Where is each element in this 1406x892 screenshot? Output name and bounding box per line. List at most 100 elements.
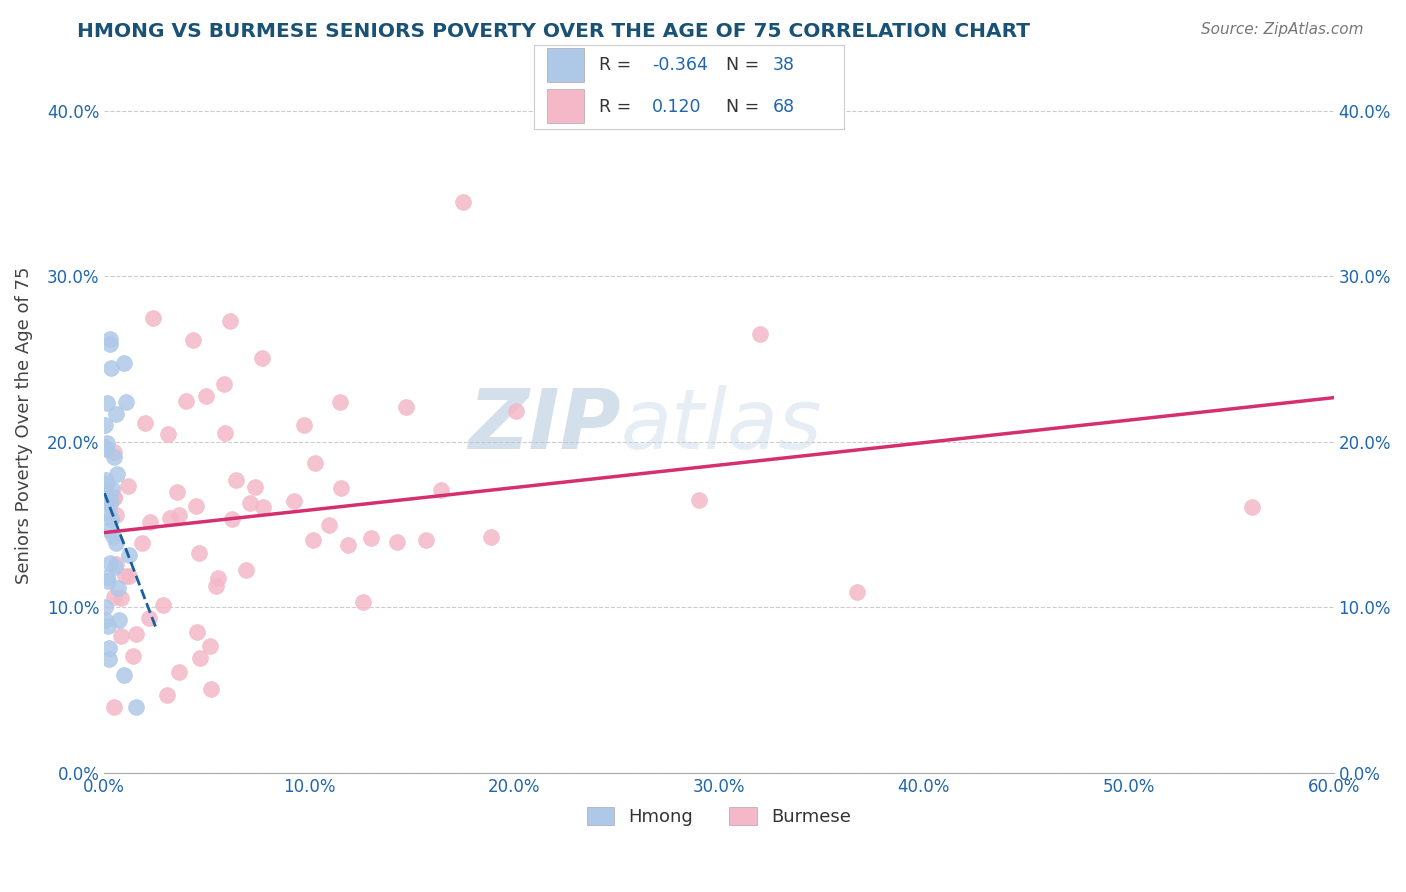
Point: [186, 499, 208, 513]
Point: [131, 536, 153, 550]
Point: [100, 360, 122, 375]
Point: [134, 417, 156, 431]
Text: Source: ZipAtlas.com: Source: ZipAtlas.com: [1201, 22, 1364, 37]
Point: [94, 613, 117, 627]
Point: [103, 445, 125, 459]
Point: [157, 426, 180, 441]
Point: [98, 497, 121, 511]
Text: HMONG VS BURMESE SENIORS POVERTY OVER THE AGE OF 75 CORRELATION CHART: HMONG VS BURMESE SENIORS POVERTY OVER TH…: [77, 22, 1031, 41]
Point: [1240, 500, 1263, 514]
Y-axis label: Seniors Poverty Over the Age of 75: Seniors Poverty Over the Age of 75: [15, 267, 32, 584]
Point: [845, 584, 868, 599]
Point: [107, 581, 129, 595]
Point: [156, 688, 179, 702]
Point: [103, 490, 125, 504]
Text: ZIP: ZIP: [468, 384, 620, 466]
Point: [243, 479, 266, 493]
Point: [94, 600, 117, 615]
Text: atlas: atlas: [620, 384, 823, 466]
Point: [329, 481, 352, 495]
Text: R =: R =: [599, 98, 637, 116]
Point: [329, 395, 352, 409]
Bar: [547, 88, 583, 122]
Point: [124, 627, 146, 641]
Point: [115, 394, 138, 409]
Point: [138, 611, 160, 625]
Text: 0.120: 0.120: [652, 98, 702, 116]
Point: [139, 515, 162, 529]
Point: [415, 533, 437, 548]
Point: [98, 641, 121, 656]
Point: [214, 377, 236, 392]
Point: [252, 351, 274, 365]
Point: [117, 479, 139, 493]
Point: [108, 614, 131, 628]
Point: [430, 483, 453, 498]
Point: [98, 652, 121, 666]
Text: N =: N =: [725, 56, 765, 74]
Point: [114, 568, 136, 582]
Point: [360, 531, 382, 545]
Point: [385, 535, 408, 549]
Point: [219, 314, 242, 328]
Point: [103, 491, 125, 505]
Text: R =: R =: [599, 56, 637, 74]
Text: N =: N =: [725, 98, 765, 116]
Point: [159, 511, 181, 525]
Point: [207, 571, 229, 585]
Point: [122, 649, 145, 664]
Point: [118, 548, 141, 562]
Point: [94, 473, 117, 487]
Point: [98, 556, 121, 570]
Point: [103, 699, 125, 714]
Legend: Hmong, Burmese: Hmong, Burmese: [579, 799, 858, 833]
Point: [100, 512, 122, 526]
Point: [167, 665, 190, 679]
Point: [239, 496, 262, 510]
Point: [302, 533, 325, 547]
Point: [105, 467, 128, 482]
Point: [100, 482, 122, 496]
Point: [252, 500, 274, 514]
Point: [395, 400, 418, 414]
Point: [318, 517, 340, 532]
Point: [337, 538, 360, 552]
Point: [96, 476, 118, 491]
Point: [94, 418, 117, 433]
Text: 68: 68: [772, 98, 794, 116]
Point: [688, 492, 710, 507]
Text: -0.364: -0.364: [652, 56, 707, 74]
Point: [98, 491, 121, 506]
Point: [200, 682, 222, 697]
Point: [98, 332, 121, 346]
Point: [174, 393, 197, 408]
Point: [112, 668, 135, 682]
Point: [186, 624, 208, 639]
Point: [214, 425, 236, 440]
Point: [96, 436, 118, 450]
Point: [292, 417, 315, 432]
Bar: [547, 48, 583, 82]
Point: [104, 557, 127, 571]
Point: [188, 650, 211, 665]
Point: [96, 396, 118, 410]
Point: [117, 568, 139, 582]
Point: [198, 639, 221, 653]
Point: [98, 337, 121, 351]
Point: [104, 560, 127, 574]
Point: [505, 404, 527, 418]
Point: [96, 570, 118, 584]
Point: [105, 508, 128, 523]
Point: [104, 407, 127, 421]
Point: [304, 456, 326, 470]
Point: [152, 598, 174, 612]
Point: [112, 356, 135, 370]
Point: [181, 333, 204, 347]
Point: [451, 194, 474, 209]
Point: [142, 311, 165, 326]
Text: 38: 38: [772, 56, 794, 74]
Point: [97, 506, 120, 520]
Point: [96, 442, 118, 456]
Point: [225, 474, 247, 488]
Point: [353, 594, 375, 608]
